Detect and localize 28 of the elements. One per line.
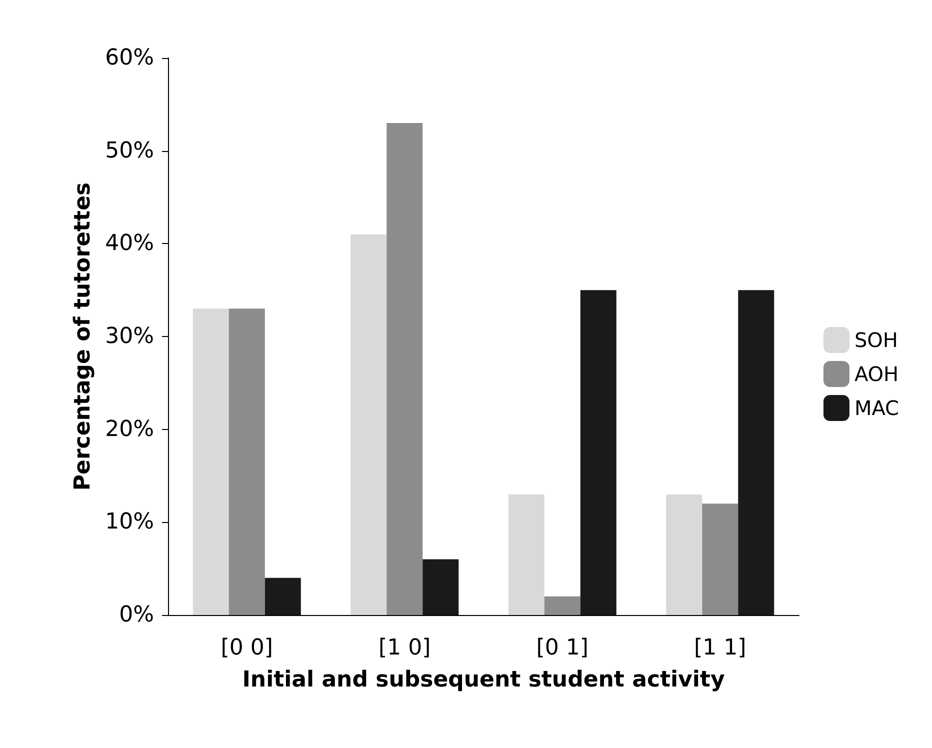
bar — [580, 290, 616, 615]
legend-label: SOH — [854, 328, 898, 352]
y-tick-label: 0% — [119, 602, 154, 628]
y-tick-label: 10% — [105, 510, 154, 535]
bar — [666, 494, 702, 615]
bar — [544, 596, 580, 615]
y-tick-label: 30% — [105, 324, 154, 349]
x-tick-label: [1 1] — [694, 636, 746, 660]
x-tick-label: [0 1] — [536, 636, 588, 660]
x-tick-label: [0 0] — [220, 636, 273, 660]
bar — [264, 578, 301, 615]
x-axis-title: Initial and subsequent student activity — [242, 668, 725, 692]
bar — [702, 504, 738, 615]
x-tick-label: [1 0] — [378, 636, 431, 660]
bar — [738, 290, 774, 615]
y-tick-label: 50% — [105, 138, 154, 164]
bar — [386, 122, 423, 615]
y-tick-label: 40% — [105, 231, 154, 256]
y-tick-label: 60% — [105, 46, 154, 70]
bar — [350, 234, 387, 615]
legend-label: AOH — [854, 362, 899, 386]
bar — [422, 559, 459, 615]
bar — [508, 494, 544, 615]
y-axis-title: Percentage of tutorettes — [70, 182, 96, 491]
bar — [228, 308, 265, 615]
bar — [192, 308, 229, 615]
y-tick-label: 20% — [105, 416, 154, 442]
legend-label: MAC — [854, 396, 900, 420]
